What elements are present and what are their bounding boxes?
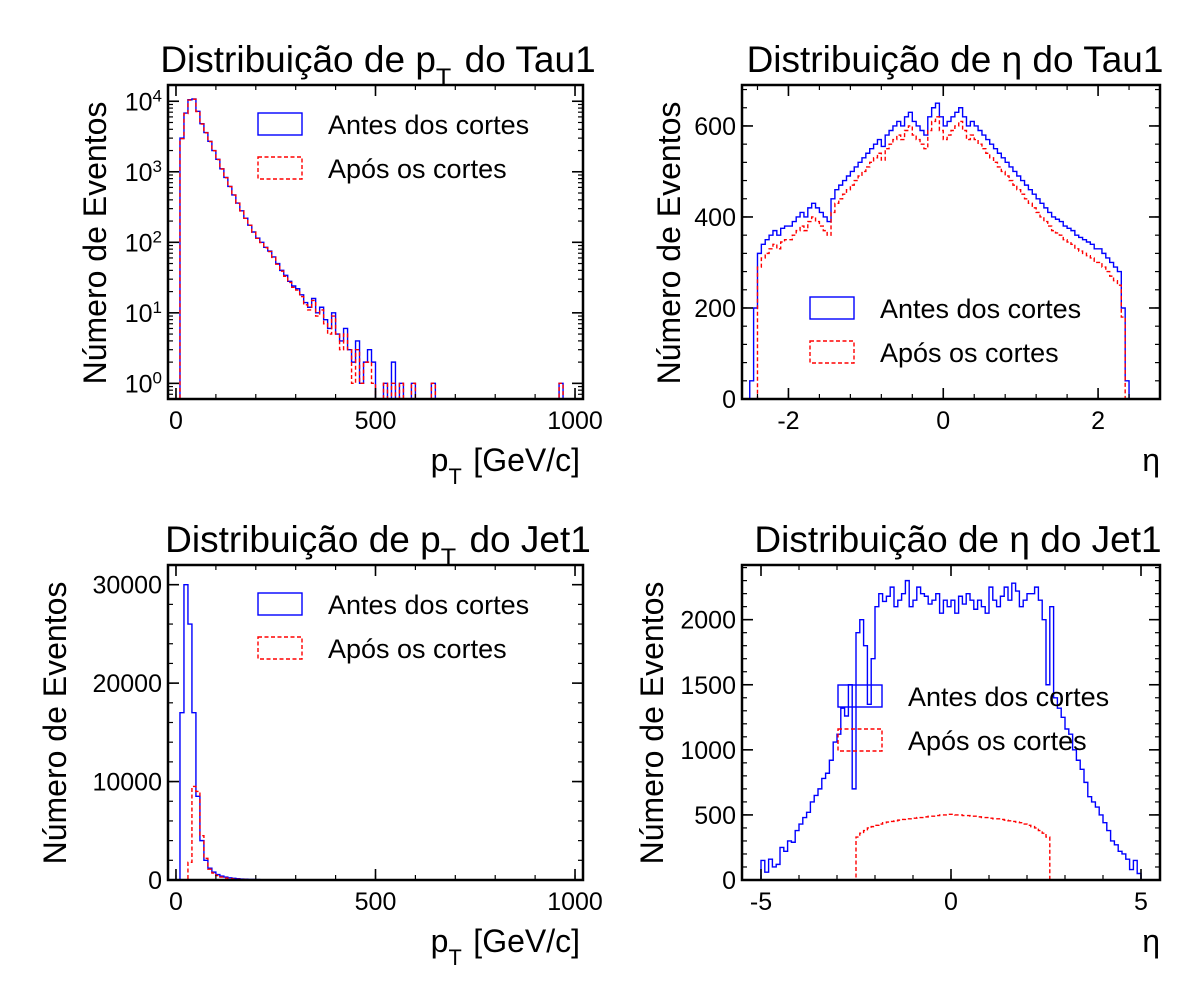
legend-swatch (257, 112, 303, 136)
histogram-tau_pt-series-1 (179, 98, 564, 399)
chart-jet_eta: -5 0 5 0 500 1000 1500 2000 Distribuição de η do… (634, 519, 1162, 959)
histogram-tau_eta-series-0 (749, 102, 1137, 399)
x-tick-label: 500 (355, 407, 397, 435)
y-tick-label: 600 (694, 113, 736, 141)
histogram-jet_pt-series-0 (175, 583, 576, 880)
legend-label: Antes dos cortes (328, 110, 529, 140)
chart-title: Distribuição de pT do Tau1 (160, 39, 595, 92)
y-tick-label: 102 (125, 227, 162, 258)
y-tick-label: 0 (722, 867, 736, 895)
y-tick-label: 200 (694, 295, 736, 323)
legend-swatch (809, 296, 855, 320)
legend-label: Antes dos cortes (880, 294, 1081, 324)
y-tick-label: 400 (694, 204, 736, 232)
y-tick-label: 1000 (680, 737, 736, 765)
x-tick-label: 0 (944, 888, 958, 916)
legend-label: Após os cortes (880, 338, 1059, 368)
legend: Antes dos cortes Após os cortes (257, 590, 529, 664)
x-tick-label: 0 (936, 407, 950, 435)
y-tick-label: 0 (148, 867, 162, 895)
y-tick-label: 100 (125, 368, 162, 399)
legend-label: Após os cortes (908, 726, 1087, 756)
legend-label: Após os cortes (328, 154, 507, 184)
legend-swatch (257, 636, 303, 660)
histogram-tau_eta-series-1 (749, 116, 1137, 399)
legend-swatch (257, 156, 303, 180)
x-tick-label: 1000 (547, 888, 603, 916)
chart-title: Distribuição de pT do Jet1 (165, 519, 591, 572)
chart-tau_eta: -2 0 2 0 200 400 600 Distribuição de η do Tau1 η… (651, 39, 1163, 478)
x-axis-label: pT [GeV/c] (431, 923, 580, 970)
legend: Antes dos cortes Após os cortes (837, 682, 1109, 756)
x-tick-label: 5 (1134, 888, 1148, 916)
y-tick-label: 30000 (92, 572, 162, 600)
legend-swatch (257, 592, 303, 616)
x-tick-label: 1000 (547, 407, 603, 435)
y-axis-label: Número de Eventos (651, 102, 687, 385)
x-axis-label: pT [GeV/c] (431, 442, 580, 489)
plot-frame (740, 83, 1162, 401)
legend-label: Antes dos cortes (908, 682, 1109, 712)
y-tick-label: 2000 (680, 607, 736, 635)
x-axis-label: η (1142, 442, 1160, 478)
legend-label: Após os cortes (328, 634, 507, 664)
y-tick-label: 20000 (92, 670, 162, 698)
legend-swatch (809, 340, 855, 364)
x-tick-label: -2 (777, 407, 799, 435)
histogram-tau_pt-series-0 (179, 98, 564, 399)
histogram-jet_eta-series-0 (760, 579, 1142, 880)
x-axis-label: η (1142, 923, 1160, 959)
legend: Antes dos cortes Após os cortes (257, 110, 529, 184)
y-axis-label: Número de Eventos (77, 102, 113, 385)
chart-title: Distribuição de η do Tau1 (747, 39, 1164, 80)
legend-swatch (837, 728, 883, 752)
y-axis-label: Número de Eventos (634, 582, 670, 865)
y-tick-label: 0 (722, 386, 736, 414)
histogram-jet_eta-series-1 (761, 813, 1141, 880)
chart-title: Distribuição de η do Jet1 (754, 519, 1161, 560)
y-tick-label: 500 (694, 802, 736, 830)
x-tick-label: 0 (169, 407, 183, 435)
x-tick-label: 0 (169, 888, 183, 916)
histogram-jet_pt-series-1 (175, 785, 576, 880)
x-tick-label: 2 (1091, 407, 1105, 435)
x-tick-label: 500 (355, 888, 397, 916)
y-tick-label: 101 (125, 297, 162, 328)
plot-frame (740, 563, 1162, 882)
legend-label: Antes dos cortes (328, 590, 529, 620)
legend-swatch (837, 684, 883, 708)
y-tick-label: 10000 (92, 769, 162, 797)
y-tick-label: 1500 (680, 672, 736, 700)
y-tick-label: 103 (125, 156, 162, 187)
y-axis-label: Número de Eventos (37, 582, 73, 865)
y-tick-label: 104 (125, 86, 162, 117)
legend: Antes dos cortes Após os cortes (809, 294, 1081, 368)
x-tick-label: -5 (750, 888, 772, 916)
